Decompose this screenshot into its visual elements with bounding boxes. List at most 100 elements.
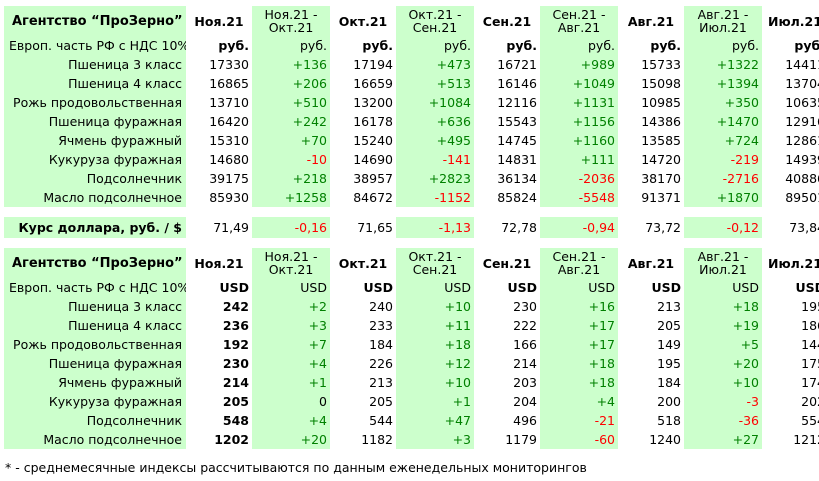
unit-label: руб.: [362, 38, 393, 53]
table-row: Пшеница 4 класс 16865 +206 16659 +513 16146 +1…: [4, 74, 819, 93]
price-value: 192: [222, 337, 249, 352]
exchange-rate-label: Курс доллара, руб. / $: [4, 217, 186, 238]
price-value: 85824: [497, 190, 537, 205]
change-value: +242: [252, 112, 330, 131]
change-value: +17: [540, 316, 618, 335]
change-value: +4: [252, 411, 330, 430]
price-value: 174: [801, 375, 819, 390]
price-value: 166: [513, 337, 537, 352]
unit-label: USD: [507, 280, 537, 295]
column-header: Окт.21 - Сен.21: [396, 248, 474, 278]
price-value: 15733: [641, 57, 681, 72]
change-value: +136: [252, 55, 330, 74]
unit-label: руб.: [540, 36, 618, 55]
change-value: +1160: [540, 131, 618, 150]
table-title: Агентство “ПроЗерно”: [4, 248, 186, 278]
price-value: 205: [657, 318, 681, 333]
price-value: 16420: [209, 114, 249, 129]
price-value: 14939: [785, 152, 819, 167]
commodity-name: Рожь продовольственная: [4, 335, 186, 354]
change-value: +3: [396, 430, 474, 449]
change-value: +4: [252, 354, 330, 373]
change-value: +18: [684, 297, 762, 316]
commodity-name: Подсолнечник: [4, 169, 186, 188]
change-value: +11: [396, 316, 474, 335]
table-row: Пшеница фуражная 16420 +242 16178 +636 15543 +…: [4, 112, 819, 131]
rate-value: 72,78: [501, 220, 537, 235]
change-value: +111: [540, 150, 618, 169]
change-value: +1870: [684, 188, 762, 207]
price-value: 13585: [641, 133, 681, 148]
price-value: 13710: [209, 95, 249, 110]
column-header: Сен.21: [482, 13, 532, 29]
change-value: +2: [252, 297, 330, 316]
commodity-name: Подсолнечник: [4, 411, 186, 430]
change-value: +1131: [540, 93, 618, 112]
change-value: +18: [540, 373, 618, 392]
header-row: Агентство “ПроЗерно” Ноя.21 Ноя.21 - Окт.2…: [4, 248, 819, 278]
price-value: 496: [513, 413, 537, 428]
change-value: +510: [252, 93, 330, 112]
table-row: Пшеница 4 класс 236 +3 233 +11 222 +17 205 +19 18…: [4, 316, 819, 335]
price-value: 14411: [785, 57, 819, 72]
commodity-name: Ячмень фуражный: [4, 373, 186, 392]
exchange-rate-row: Курс доллара, руб. / $ 71,49 -0,16 71,65 -1,…: [4, 217, 819, 238]
price-value: 222: [513, 318, 537, 333]
change-value: +3: [252, 316, 330, 335]
commodity-name: Пшеница фуражная: [4, 354, 186, 373]
price-value: 91371: [641, 190, 681, 205]
change-value: +989: [540, 55, 618, 74]
rate-value: 71,49: [213, 220, 249, 235]
unit-label: руб.: [252, 36, 330, 55]
price-value: 202: [801, 394, 819, 409]
change-value: -60: [540, 430, 618, 449]
change-value: +513: [396, 74, 474, 93]
commodity-name: Пшеница 4 класс: [4, 316, 186, 335]
price-value: 205: [222, 394, 249, 409]
column-header: Ноя.21: [194, 255, 244, 271]
price-value: 144: [801, 337, 819, 352]
change-value: +5: [684, 335, 762, 354]
column-header: Окт.21: [338, 13, 388, 29]
price-value: 230: [513, 299, 537, 314]
change-value: +10: [396, 373, 474, 392]
change-value: +27: [684, 430, 762, 449]
price-value: 213: [657, 299, 681, 314]
price-value: 14720: [641, 152, 681, 167]
column-header: Ноя.21: [194, 13, 244, 29]
commodity-name: Пшеница фуражная: [4, 112, 186, 131]
change-value: +724: [684, 131, 762, 150]
table-title: Агентство “ПроЗерно”: [4, 6, 186, 36]
price-value: 10635: [785, 95, 819, 110]
table-row: Масло подсолнечное 1202 +20 1182 +3 1179 -60 12…: [4, 430, 819, 449]
rate-change: -0,16: [252, 217, 330, 238]
change-value: +1049: [540, 74, 618, 93]
price-value: 184: [657, 375, 681, 390]
price-value: 13200: [353, 95, 393, 110]
change-value: +1: [396, 392, 474, 411]
unit-row: Европ. часть РФ с НДС 10% USD USD USD USD USD…: [4, 278, 819, 297]
change-value: +218: [252, 169, 330, 188]
price-value: 230: [222, 356, 249, 371]
change-value: +20: [684, 354, 762, 373]
unit-label: руб.: [684, 36, 762, 55]
unit-label: USD: [540, 278, 618, 297]
change-value: +70: [252, 131, 330, 150]
unit-label: руб.: [396, 36, 474, 55]
unit-row: Европ. часть РФ с НДС 10% руб. руб. руб. руб…: [4, 36, 819, 55]
column-header: Сен.21 - Авг.21: [540, 248, 618, 278]
price-value: 36134: [497, 171, 537, 186]
price-value: 1182: [361, 432, 393, 447]
price-value: 14690: [353, 152, 393, 167]
change-value: -141: [396, 150, 474, 169]
unit-label: USD: [363, 280, 393, 295]
change-value: +1322: [684, 55, 762, 74]
change-value: +1394: [684, 74, 762, 93]
change-value: +10: [396, 297, 474, 316]
change-value: -2716: [684, 169, 762, 188]
price-value: 149: [657, 337, 681, 352]
unit-label: руб.: [794, 38, 819, 53]
price-value: 13704: [785, 76, 819, 91]
column-header: Авг.21 - Июл.21: [684, 248, 762, 278]
price-value: 16659: [353, 76, 393, 91]
